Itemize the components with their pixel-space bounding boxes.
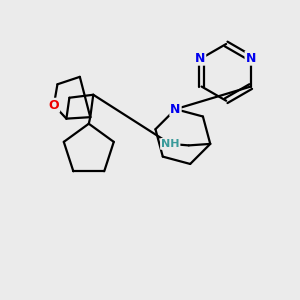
Text: O: O: [49, 99, 59, 112]
Text: NH: NH: [161, 139, 179, 149]
Text: N: N: [195, 52, 205, 65]
Text: N: N: [170, 103, 181, 116]
Text: N: N: [245, 52, 256, 65]
